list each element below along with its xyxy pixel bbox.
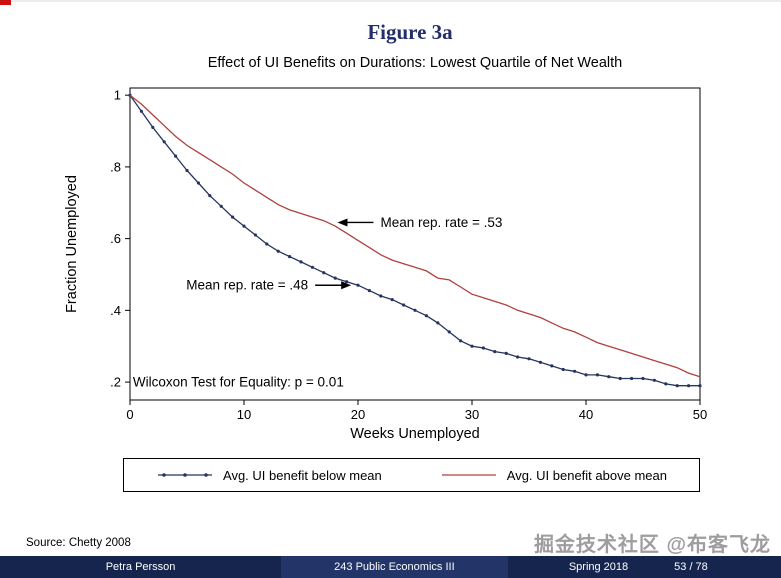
svg-text:Weeks Unemployed: Weeks Unemployed — [350, 426, 480, 442]
svg-text:Mean rep. rate = .48: Mean rep. rate = .48 — [186, 278, 308, 293]
source-note: Source: Chetty 2008 — [26, 537, 131, 549]
footer-course: 243 Public Economics III — [281, 556, 508, 578]
legend-entry-above-mean: Avg. UI benefit above mean — [440, 468, 667, 483]
svg-text:40: 40 — [579, 407, 593, 422]
footer-term: Spring 2018 — [568, 561, 629, 573]
svg-text:1: 1 — [114, 88, 121, 103]
svg-text:10: 10 — [237, 407, 251, 422]
legend-label-above-mean: Avg. UI benefit above mean — [506, 467, 667, 483]
svg-text:.4: .4 — [110, 303, 121, 318]
footer-bar: Petra Persson 243 Public Economics III S… — [0, 556, 781, 578]
figure-title: Figure 3a — [367, 20, 453, 44]
legend-entry-below-mean: Avg. UI benefit below mean — [156, 468, 382, 483]
svg-text:50: 50 — [693, 407, 707, 422]
svg-text:.2: .2 — [110, 375, 121, 390]
svg-text:Fraction Unemployed: Fraction Unemployed — [64, 175, 80, 313]
svg-text:.8: .8 — [110, 159, 121, 174]
svg-text:Mean rep. rate = .53: Mean rep. rate = .53 — [380, 215, 502, 230]
footer-page-number: 53 / 78 — [674, 561, 708, 573]
svg-text:30: 30 — [465, 407, 479, 422]
legend-label-below-mean: Avg. UI benefit below mean — [223, 467, 382, 483]
watermark-text: 掘金技术社区 @布客飞龙 — [533, 534, 771, 556]
footer-author: Petra Persson — [0, 556, 282, 578]
svg-text:0: 0 — [126, 407, 133, 422]
legend-line-below-icon — [158, 473, 213, 477]
top-edge-line — [0, 0, 781, 2]
svg-text:Wilcoxon Test for Equality: p: Wilcoxon Test for Equality: p = 0.01 — [133, 375, 344, 390]
legend-line-above-icon — [441, 474, 496, 476]
chart-title: Effect of UI Benefits on Durations: Lowe… — [207, 55, 623, 71]
svg-text:.6: .6 — [110, 231, 121, 246]
svg-text:20: 20 — [351, 407, 365, 422]
chart-legend: Avg. UI benefit below mean Avg. UI benef… — [123, 458, 700, 492]
footer-right: Spring 2018 53 / 78 — [507, 556, 781, 578]
corner-accent — [0, 0, 11, 5]
